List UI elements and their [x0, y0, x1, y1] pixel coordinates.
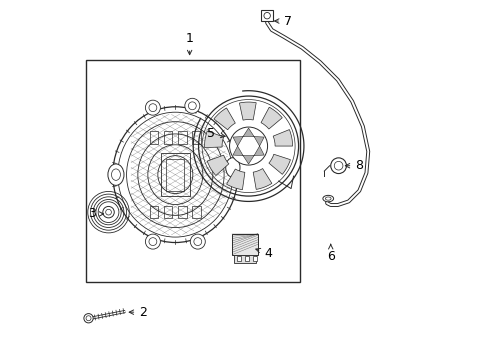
Ellipse shape [226, 158, 240, 177]
Bar [262, 10, 273, 21]
Wedge shape [253, 168, 272, 189]
Polygon shape [254, 146, 264, 156]
Polygon shape [254, 136, 264, 146]
Text: 8: 8 [345, 159, 363, 172]
Text: 5: 5 [207, 127, 225, 140]
Polygon shape [243, 128, 254, 136]
Bar [86, 60, 300, 282]
Ellipse shape [323, 195, 334, 202]
Bar [164, 131, 172, 144]
Polygon shape [233, 136, 243, 146]
Wedge shape [273, 130, 293, 146]
Ellipse shape [146, 100, 160, 115]
Bar [232, 234, 258, 255]
Wedge shape [204, 131, 223, 148]
Bar [167, 158, 184, 191]
Circle shape [106, 209, 111, 215]
Text: 6: 6 [327, 244, 335, 263]
Polygon shape [233, 146, 243, 156]
Bar [178, 131, 187, 144]
Text: 4: 4 [256, 247, 272, 260]
Ellipse shape [185, 98, 200, 113]
Bar [193, 206, 201, 219]
Ellipse shape [146, 234, 160, 249]
Bar [193, 131, 201, 144]
Bar [164, 206, 172, 219]
Bar [245, 256, 249, 261]
Wedge shape [269, 154, 291, 174]
Wedge shape [261, 107, 282, 129]
Text: 2: 2 [129, 306, 147, 319]
Text: 7: 7 [274, 14, 292, 27]
Wedge shape [240, 102, 256, 120]
Text: 1: 1 [186, 32, 194, 55]
Circle shape [230, 127, 268, 165]
Text: 3: 3 [88, 207, 103, 220]
Bar [234, 255, 256, 262]
Ellipse shape [190, 234, 205, 249]
Wedge shape [207, 155, 229, 176]
Wedge shape [214, 108, 235, 130]
Circle shape [331, 158, 346, 174]
Bar [149, 206, 158, 219]
Bar [149, 131, 158, 144]
Bar [238, 256, 241, 261]
Bar [253, 256, 257, 261]
Bar [178, 206, 187, 219]
Polygon shape [243, 156, 254, 164]
Wedge shape [226, 169, 245, 190]
Bar [161, 153, 190, 196]
Circle shape [84, 314, 93, 323]
Ellipse shape [108, 164, 124, 185]
